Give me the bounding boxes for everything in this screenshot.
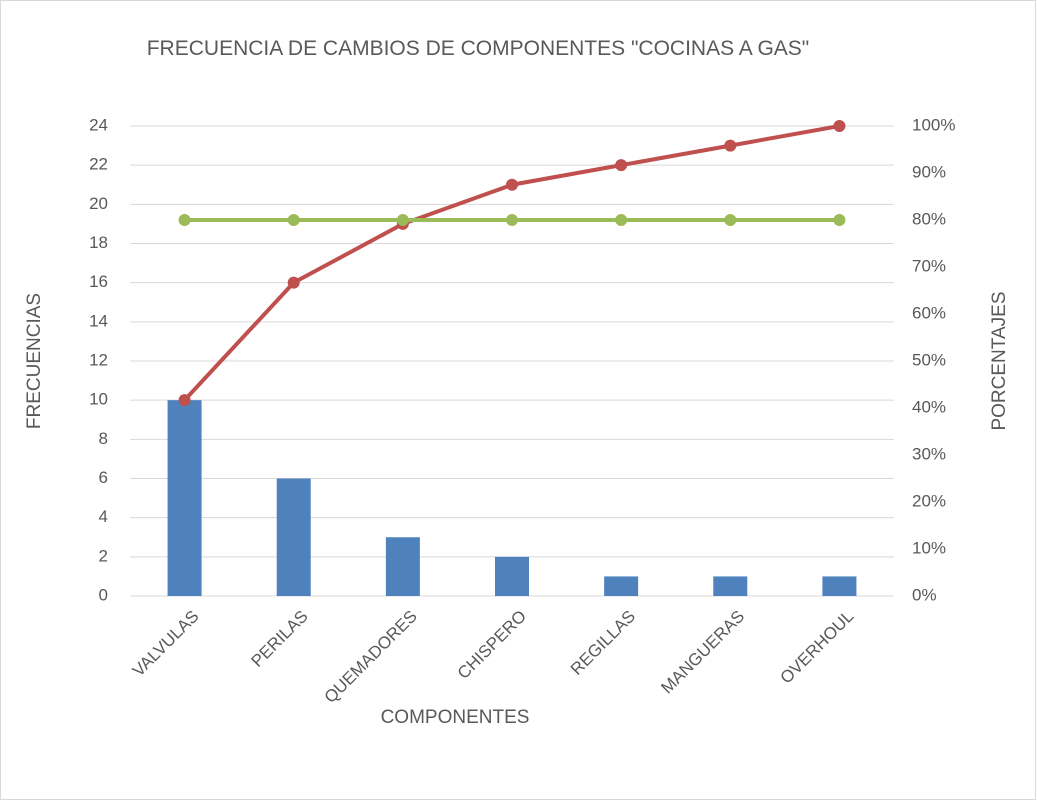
y-tick-label: 4 (99, 507, 108, 526)
y-tick-label: 14 (89, 311, 108, 330)
bar (385, 537, 420, 596)
bar (167, 400, 202, 596)
line-marker (506, 214, 518, 226)
bar (822, 576, 857, 596)
y-tick-label: 2 (99, 546, 108, 565)
y-tick-label: 6 (99, 468, 108, 487)
line-marker (178, 394, 191, 407)
bar (713, 576, 748, 596)
y2-axis-label: PORCENTAJES (989, 291, 1010, 430)
bar (495, 556, 529, 596)
y2-tick-label: 50% (912, 350, 946, 369)
y2-tick-label: 70% (912, 256, 946, 275)
y-axis-label: FRECUENCIAS (24, 293, 45, 429)
y-tick-label: 20 (89, 194, 108, 213)
y2-tick-label: 90% (912, 162, 946, 181)
y2-tick-label: 20% (912, 491, 946, 510)
y-tick-label: 10 (89, 390, 108, 409)
x-axis-label: COMPONENTES (381, 707, 530, 728)
y2-tick-label: 100% (912, 115, 955, 134)
bar (276, 478, 311, 596)
line-marker (506, 178, 518, 191)
y2-tick-label: 60% (912, 303, 946, 322)
y-tick-label: 24 (89, 115, 108, 134)
y2-tick-label: 30% (912, 444, 946, 463)
y2-tick-label: 40% (912, 397, 946, 416)
line-marker (724, 214, 737, 226)
y2-tick-label: 80% (912, 209, 946, 228)
y-tick-label: 12 (89, 350, 108, 369)
line-marker (615, 214, 628, 226)
line-marker (178, 214, 191, 226)
y2-tick-label: 0% (912, 585, 937, 604)
chart-title: FRECUENCIA DE CAMBIOS DE COMPONENTES "CO… (146, 37, 810, 60)
line-marker (287, 276, 300, 289)
y-tick-label: 18 (89, 233, 108, 252)
y-tick-label: 16 (89, 272, 108, 291)
y2-tick-label: 10% (912, 538, 946, 557)
line-marker (396, 214, 409, 226)
line-marker (615, 159, 628, 172)
y-tick-label: 0 (99, 585, 108, 604)
line-marker (833, 214, 846, 226)
bar (604, 576, 639, 596)
line-marker (833, 120, 846, 132)
y-tick-label: 8 (99, 429, 108, 448)
line-marker (724, 139, 737, 152)
line-marker (287, 214, 300, 226)
y-tick-label: 22 (89, 155, 108, 174)
